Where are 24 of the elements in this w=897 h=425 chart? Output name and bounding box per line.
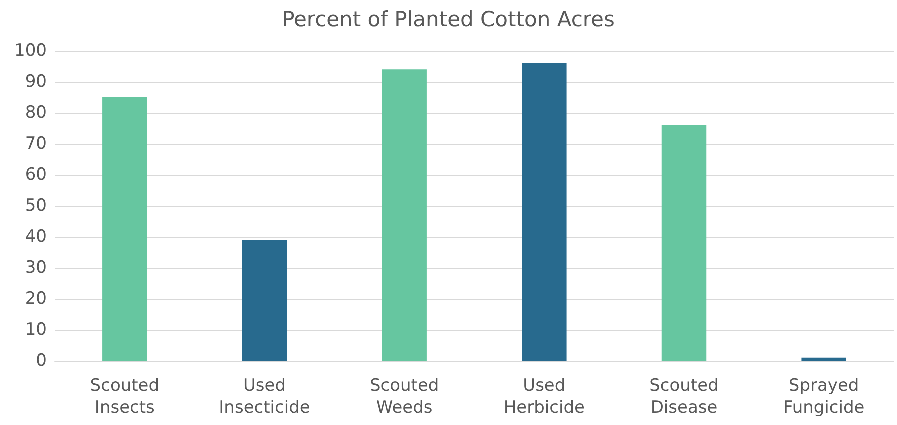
- y-tick-label: 30: [25, 258, 47, 278]
- bar: [242, 240, 288, 361]
- x-tick-label: Scouted Disease: [650, 376, 719, 418]
- y-tick-label: 10: [25, 320, 47, 340]
- x-tick-label: Scouted Weeds: [370, 376, 440, 418]
- bar: [662, 125, 707, 361]
- y-tick-label: 50: [25, 196, 47, 216]
- y-tick-label: 20: [25, 289, 47, 309]
- y-tick-label: 70: [25, 134, 47, 154]
- y-tick-label: 40: [25, 227, 47, 247]
- y-tick-label: 0: [36, 351, 47, 371]
- y-tick-label: 60: [25, 165, 47, 185]
- x-tick-label: Sprayed Fungicide: [783, 376, 865, 418]
- x-tick-label: Used Herbicide: [504, 376, 585, 418]
- bar: [382, 70, 427, 361]
- chart-title: Percent of Planted Cotton Acres: [282, 8, 615, 32]
- x-tick-label: Scouted Insects: [90, 376, 160, 418]
- bar: [802, 358, 846, 361]
- bar: [102, 98, 148, 361]
- y-tick-label: 100: [14, 41, 47, 61]
- y-tick-label: 90: [25, 72, 47, 92]
- x-tick-label: Used Insecticide: [219, 376, 310, 418]
- y-tick-label: 80: [25, 103, 47, 123]
- bar: [522, 63, 567, 361]
